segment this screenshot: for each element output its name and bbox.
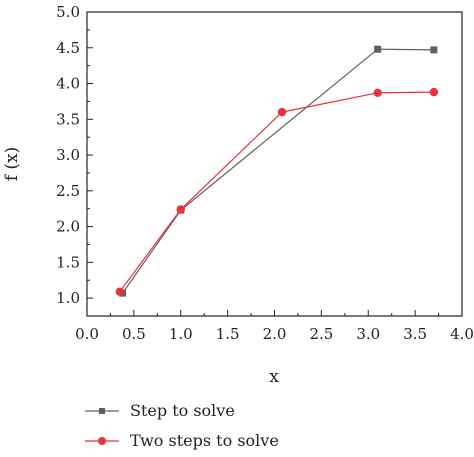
- series-line-two-steps-to-solve: [119, 91, 434, 293]
- y-tick-label-3: 2.5: [56, 182, 80, 200]
- data-point-two-steps-to-solve-2: [277, 107, 287, 117]
- data-point-two-steps-to-solve-0: [115, 287, 125, 296]
- legend: Step to solve Two steps to solve: [85, 401, 279, 450]
- x-tick-label-6: 3.0: [356, 325, 380, 343]
- legend-marker-step-to-solve: [99, 408, 105, 414]
- x-tick-label-5: 2.5: [309, 325, 333, 343]
- data-point-two-steps-to-solve-1: [176, 205, 185, 214]
- y-tick-label-6: 4.0: [56, 75, 80, 93]
- y-axis-label: f (x): [2, 147, 22, 182]
- legend-marker-two-steps-to-solve: [98, 437, 106, 445]
- legend-label-step-to-solve: Step to solve: [130, 401, 235, 420]
- y-tick-label-2: 2.0: [56, 218, 80, 236]
- data-point-step-to-solve-3: [430, 46, 438, 54]
- plot-frame: [86, 11, 463, 317]
- x-tick-label-4: 2.0: [263, 325, 287, 343]
- data-point-step-to-solve-2: [374, 45, 382, 53]
- y-tick-label-8: 5.0: [56, 3, 80, 21]
- ticks-layer: 0.0 0.5 1.0 1.5 2.0 2.5 3.0 3.5 4.0 1.0 1.5 2.0 2.5 3…: [56, 3, 474, 343]
- x-tick-label-1: 0.5: [122, 325, 146, 343]
- legend-label-two-steps-to-solve: Two steps to solve: [130, 431, 279, 450]
- x-tick-label-7: 3.5: [403, 325, 427, 343]
- y-tick-label-5: 3.5: [56, 110, 80, 128]
- y-tick-label-1: 1.5: [56, 253, 80, 271]
- data-point-two-steps-to-solve-3: [373, 88, 382, 98]
- x-tick-label-0: 0.0: [75, 325, 99, 343]
- y-tick-label-4: 3.0: [56, 146, 80, 164]
- series-layer: [115, 45, 439, 297]
- x-axis-label: x: [269, 367, 279, 387]
- x-tick-label-3: 1.5: [216, 325, 240, 343]
- y-tick-label-7: 4.5: [56, 39, 80, 57]
- y-tick-label-0: 1.0: [56, 289, 80, 307]
- series-line-step-to-solve: [122, 48, 434, 294]
- data-point-two-steps-to-solve-4: [429, 87, 439, 97]
- x-tick-label-8: 4.0: [450, 325, 474, 343]
- x-tick-label-2: 1.0: [169, 325, 193, 343]
